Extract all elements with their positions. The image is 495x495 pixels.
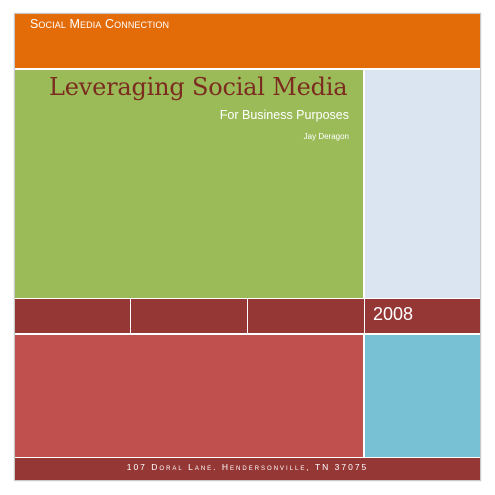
header-band: Social Media Connection xyxy=(15,14,480,69)
footer-band: 107 Doral Lane. Hendersonville, TN 37075 xyxy=(15,457,480,480)
year-band-cell-3 xyxy=(248,299,365,333)
side-panel-light-blue xyxy=(365,70,480,298)
year-band: 2008 xyxy=(15,298,480,334)
author-name: Jay Deragon xyxy=(303,132,349,141)
lower-panel-red xyxy=(15,335,364,457)
document-title: Leveraging Social Media xyxy=(49,73,348,101)
publication-year: 2008 xyxy=(373,304,414,324)
document-subtitle: For Business Purposes xyxy=(219,108,349,122)
series-title: Social Media Connection xyxy=(30,17,170,31)
lower-panel-teal xyxy=(365,335,480,457)
title-panel: Leveraging Social Media For Business Pur… xyxy=(15,70,364,298)
year-band-cell-2 xyxy=(131,299,248,333)
year-band-cell-1 xyxy=(15,299,131,333)
footer-address: 107 Doral Lane. Hendersonville, TN 37075 xyxy=(126,462,369,472)
